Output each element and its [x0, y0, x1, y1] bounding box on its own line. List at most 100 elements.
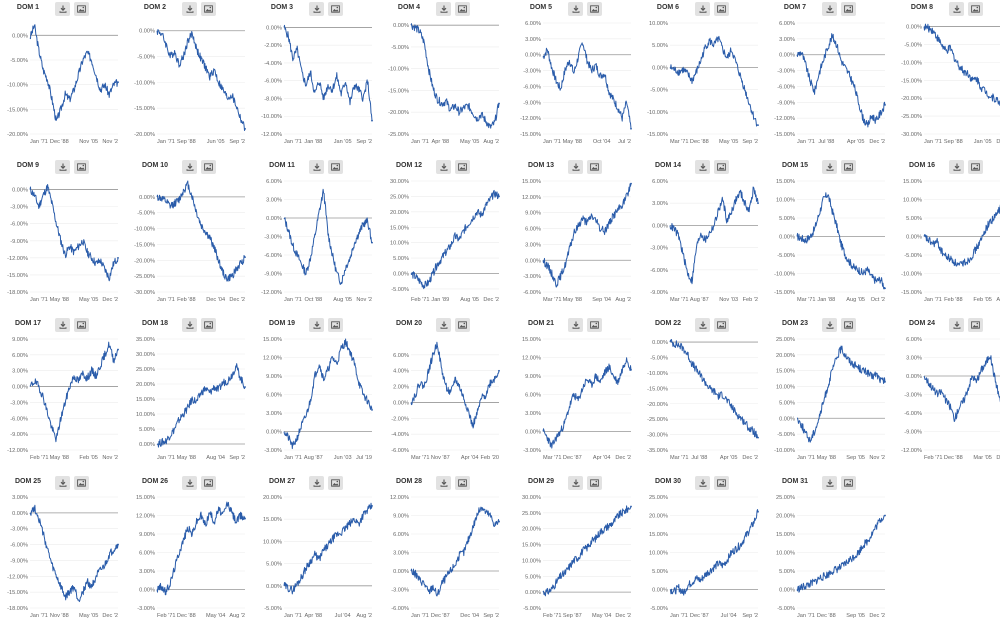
export-image-button[interactable]: [587, 318, 602, 332]
x-tick-label: Nov '2: [869, 455, 885, 461]
export-image-button[interactable]: [74, 160, 89, 174]
x-tick-label: Dec '2: [229, 297, 245, 303]
download-button[interactable]: [695, 318, 710, 332]
y-tick-label: 5.00%: [906, 216, 922, 222]
export-image-button[interactable]: [841, 2, 856, 16]
export-image-button[interactable]: [841, 318, 856, 332]
download-button[interactable]: [822, 2, 837, 16]
download-button[interactable]: [949, 2, 964, 16]
download-button[interactable]: [436, 160, 451, 174]
download-button[interactable]: [309, 2, 324, 16]
export-image-button[interactable]: [455, 318, 470, 332]
download-button[interactable]: [568, 2, 583, 16]
export-image-button[interactable]: [714, 2, 729, 16]
export-image-button[interactable]: [968, 160, 983, 174]
y-tick-label: -9.00%: [777, 100, 795, 106]
export-image-button[interactable]: [841, 476, 856, 490]
y-tick-label: 0.00%: [906, 374, 922, 380]
download-icon: [572, 321, 580, 329]
download-button[interactable]: [695, 476, 710, 490]
export-image-button[interactable]: [328, 476, 343, 490]
export-image-button[interactable]: [841, 160, 856, 174]
x-tick-label: May '04: [592, 613, 611, 619]
y-tick-label: 20.00%: [649, 514, 668, 520]
image-icon: [590, 5, 599, 13]
y-tick-label: 25.00%: [390, 194, 409, 200]
download-button[interactable]: [568, 160, 583, 174]
y-tick-label: -6.00%: [523, 84, 541, 90]
export-image-button[interactable]: [74, 318, 89, 332]
download-button[interactable]: [309, 160, 324, 174]
download-button[interactable]: [182, 160, 197, 174]
image-icon: [458, 163, 467, 171]
chart-title: DOM 20: [395, 320, 423, 327]
download-button[interactable]: [695, 160, 710, 174]
download-button[interactable]: [309, 318, 324, 332]
export-image-button[interactable]: [968, 318, 983, 332]
export-image-button[interactable]: [201, 476, 216, 490]
x-tick-label: Dec '88: [177, 613, 196, 619]
chart-title: DOM 3: [270, 4, 294, 11]
y-tick-label: 5.00%: [779, 216, 795, 222]
download-button[interactable]: [949, 160, 964, 174]
image-icon: [204, 479, 213, 487]
export-image-button[interactable]: [587, 476, 602, 490]
download-button[interactable]: [55, 160, 70, 174]
image-icon: [971, 5, 980, 13]
export-image-button[interactable]: [714, 476, 729, 490]
y-tick-label: 0.00%: [393, 569, 409, 575]
y-tick-label: -20.00%: [388, 110, 409, 116]
export-image-button[interactable]: [328, 318, 343, 332]
download-button[interactable]: [55, 476, 70, 490]
download-button[interactable]: [182, 2, 197, 16]
export-image-button[interactable]: [74, 476, 89, 490]
download-button[interactable]: [436, 2, 451, 16]
export-image-button[interactable]: [455, 2, 470, 16]
download-button[interactable]: [182, 476, 197, 490]
x-tick-label: Sep '2: [229, 455, 245, 461]
download-button[interactable]: [55, 2, 70, 16]
download-icon: [572, 479, 580, 487]
export-image-button[interactable]: [587, 2, 602, 16]
download-button[interactable]: [949, 318, 964, 332]
y-tick-label: 25.00%: [522, 511, 541, 517]
y-tick-label: 0.00%: [139, 588, 155, 594]
x-tick-label: May '05: [460, 139, 479, 145]
y-tick-label: 6.00%: [393, 532, 409, 538]
y-tick-label: 0.00%: [266, 25, 282, 31]
download-button[interactable]: [822, 318, 837, 332]
export-image-button[interactable]: [714, 318, 729, 332]
line-chart: 30.00% 25.00% 20.00% 15.00% 10.00% 5.00% 0.00%…: [522, 495, 632, 619]
download-button[interactable]: [309, 476, 324, 490]
series-line: [796, 33, 886, 128]
download-button[interactable]: [55, 318, 70, 332]
download-button[interactable]: [568, 318, 583, 332]
export-image-button[interactable]: [968, 2, 983, 16]
x-tick-label: Jan '71: [797, 139, 815, 145]
export-image-button[interactable]: [328, 160, 343, 174]
download-icon: [59, 163, 67, 171]
export-image-button[interactable]: [455, 476, 470, 490]
download-button[interactable]: [436, 476, 451, 490]
download-button[interactable]: [568, 476, 583, 490]
download-button[interactable]: [695, 2, 710, 16]
download-button[interactable]: [822, 160, 837, 174]
x-tick-label: Dec '04: [206, 297, 225, 303]
y-tick-label: -6.00%: [904, 411, 922, 417]
download-button[interactable]: [822, 476, 837, 490]
export-image-button[interactable]: [587, 160, 602, 174]
line-chart: 25.00% 20.00% 15.00% 10.00% 5.00% 0.00% -5.00%…: [649, 495, 759, 619]
x-tick-label: Aug '87: [690, 297, 709, 303]
export-image-button[interactable]: [455, 160, 470, 174]
export-image-button[interactable]: [714, 160, 729, 174]
download-button[interactable]: [436, 318, 451, 332]
download-button[interactable]: [182, 318, 197, 332]
x-tick-label: Jan '71: [157, 297, 175, 303]
export-image-button[interactable]: [74, 2, 89, 16]
export-image-button[interactable]: [201, 160, 216, 174]
export-image-button[interactable]: [328, 2, 343, 16]
y-tick-label: -12.00%: [7, 448, 28, 454]
chart-panel: DOM 6 10.00% 5.00% 0.00% -5.00% -10.00% -15.00…: [640, 2, 764, 157]
export-image-button[interactable]: [201, 318, 216, 332]
export-image-button[interactable]: [201, 2, 216, 16]
